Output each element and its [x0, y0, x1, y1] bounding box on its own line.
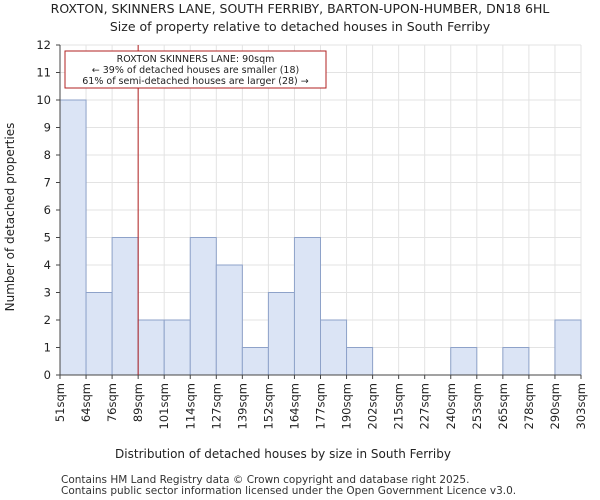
footer-copyright: Contains HM Land Registry data © Crown c… [61, 474, 470, 486]
y-tick-label: 6 [44, 203, 51, 217]
bar [163, 319, 191, 376]
x-tick-labels: 51sqm 64sqm 76sqm 89sqm 101sqm 114sqm 127sqm 13… [53, 375, 588, 429]
x-tick-label: 265sqm [496, 383, 510, 429]
x-tick-label: 127sqm [209, 383, 223, 429]
annotation-line-2: ← 39% of detached houses are smaller (18… [92, 65, 299, 76]
x-tick-label: 89sqm [131, 383, 145, 422]
y-tick-label: 5 [44, 231, 51, 245]
y-tick-label: 11 [36, 66, 51, 80]
annotation-box-frame [64, 50, 327, 89]
x-tick-label: 152sqm [261, 383, 275, 429]
y-tick-label: 0 [44, 368, 51, 382]
x-tick-label: 190sqm [340, 383, 354, 429]
x-tick-label: 278sqm [522, 383, 536, 429]
bar [137, 319, 165, 376]
bar [215, 264, 243, 376]
y-tick-label: 4 [44, 258, 51, 272]
chart-title: ROXTON, SKINNERS LANE, SOUTH FERRIBY, BA… [50, 1, 550, 16]
annotation-line-1: ROXTON SKINNERS LANE: 90sqm [117, 54, 275, 65]
x-tick-label: 114sqm [183, 383, 197, 429]
bar [554, 319, 582, 376]
x-tick-label: 253sqm [470, 383, 484, 429]
x-tick-label: 64sqm [79, 383, 93, 422]
x-tick-label: 202sqm [366, 383, 380, 429]
y-tick-label: 12 [36, 38, 51, 52]
annotation-line-3: 61% of semi-detached houses are larger (… [82, 76, 309, 87]
x-tick-label: 227sqm [418, 383, 432, 429]
bar [502, 347, 530, 376]
y-tick-label: 8 [44, 148, 51, 162]
bar [346, 347, 374, 376]
chart-subtitle: Size of property relative to detached ho… [109, 19, 491, 34]
y-tick-label: 9 [44, 121, 51, 135]
bar [241, 347, 269, 376]
y-tick-label: 3 [44, 286, 51, 300]
x-tick-label: 303sqm [574, 383, 588, 429]
y-tick-label: 1 [44, 341, 51, 355]
bar [320, 319, 348, 376]
bar [59, 99, 87, 376]
annotation-box: ROXTON SKINNERS LANE: 90sqm ← 39% of det… [64, 50, 327, 89]
bar [189, 237, 217, 376]
x-tick-label: 76sqm [105, 383, 119, 422]
bar [450, 347, 478, 376]
x-tick-label: 177sqm [314, 383, 328, 429]
y-axis-label: Number of detached properties [3, 123, 17, 312]
footer-licence: Contains public sector information licen… [61, 485, 517, 497]
x-tick-label: 164sqm [287, 383, 301, 429]
x-tick-label: 101sqm [157, 383, 171, 429]
y-tick-label: 10 [36, 93, 51, 107]
bar [293, 237, 322, 376]
y-tick-label: 2 [44, 313, 51, 327]
x-axis-label: Distribution of detached houses by size … [115, 447, 451, 461]
x-tick-label: 290sqm [548, 383, 562, 429]
x-tick-label: 51sqm [53, 383, 67, 422]
bar [111, 237, 139, 376]
bar [267, 292, 295, 376]
x-tick-label: 215sqm [392, 383, 406, 429]
bar [85, 292, 113, 376]
x-tick-label: 139sqm [235, 383, 249, 429]
x-tick-label: 240sqm [444, 383, 458, 429]
y-tick-label: 7 [44, 176, 51, 190]
bars [59, 99, 582, 376]
